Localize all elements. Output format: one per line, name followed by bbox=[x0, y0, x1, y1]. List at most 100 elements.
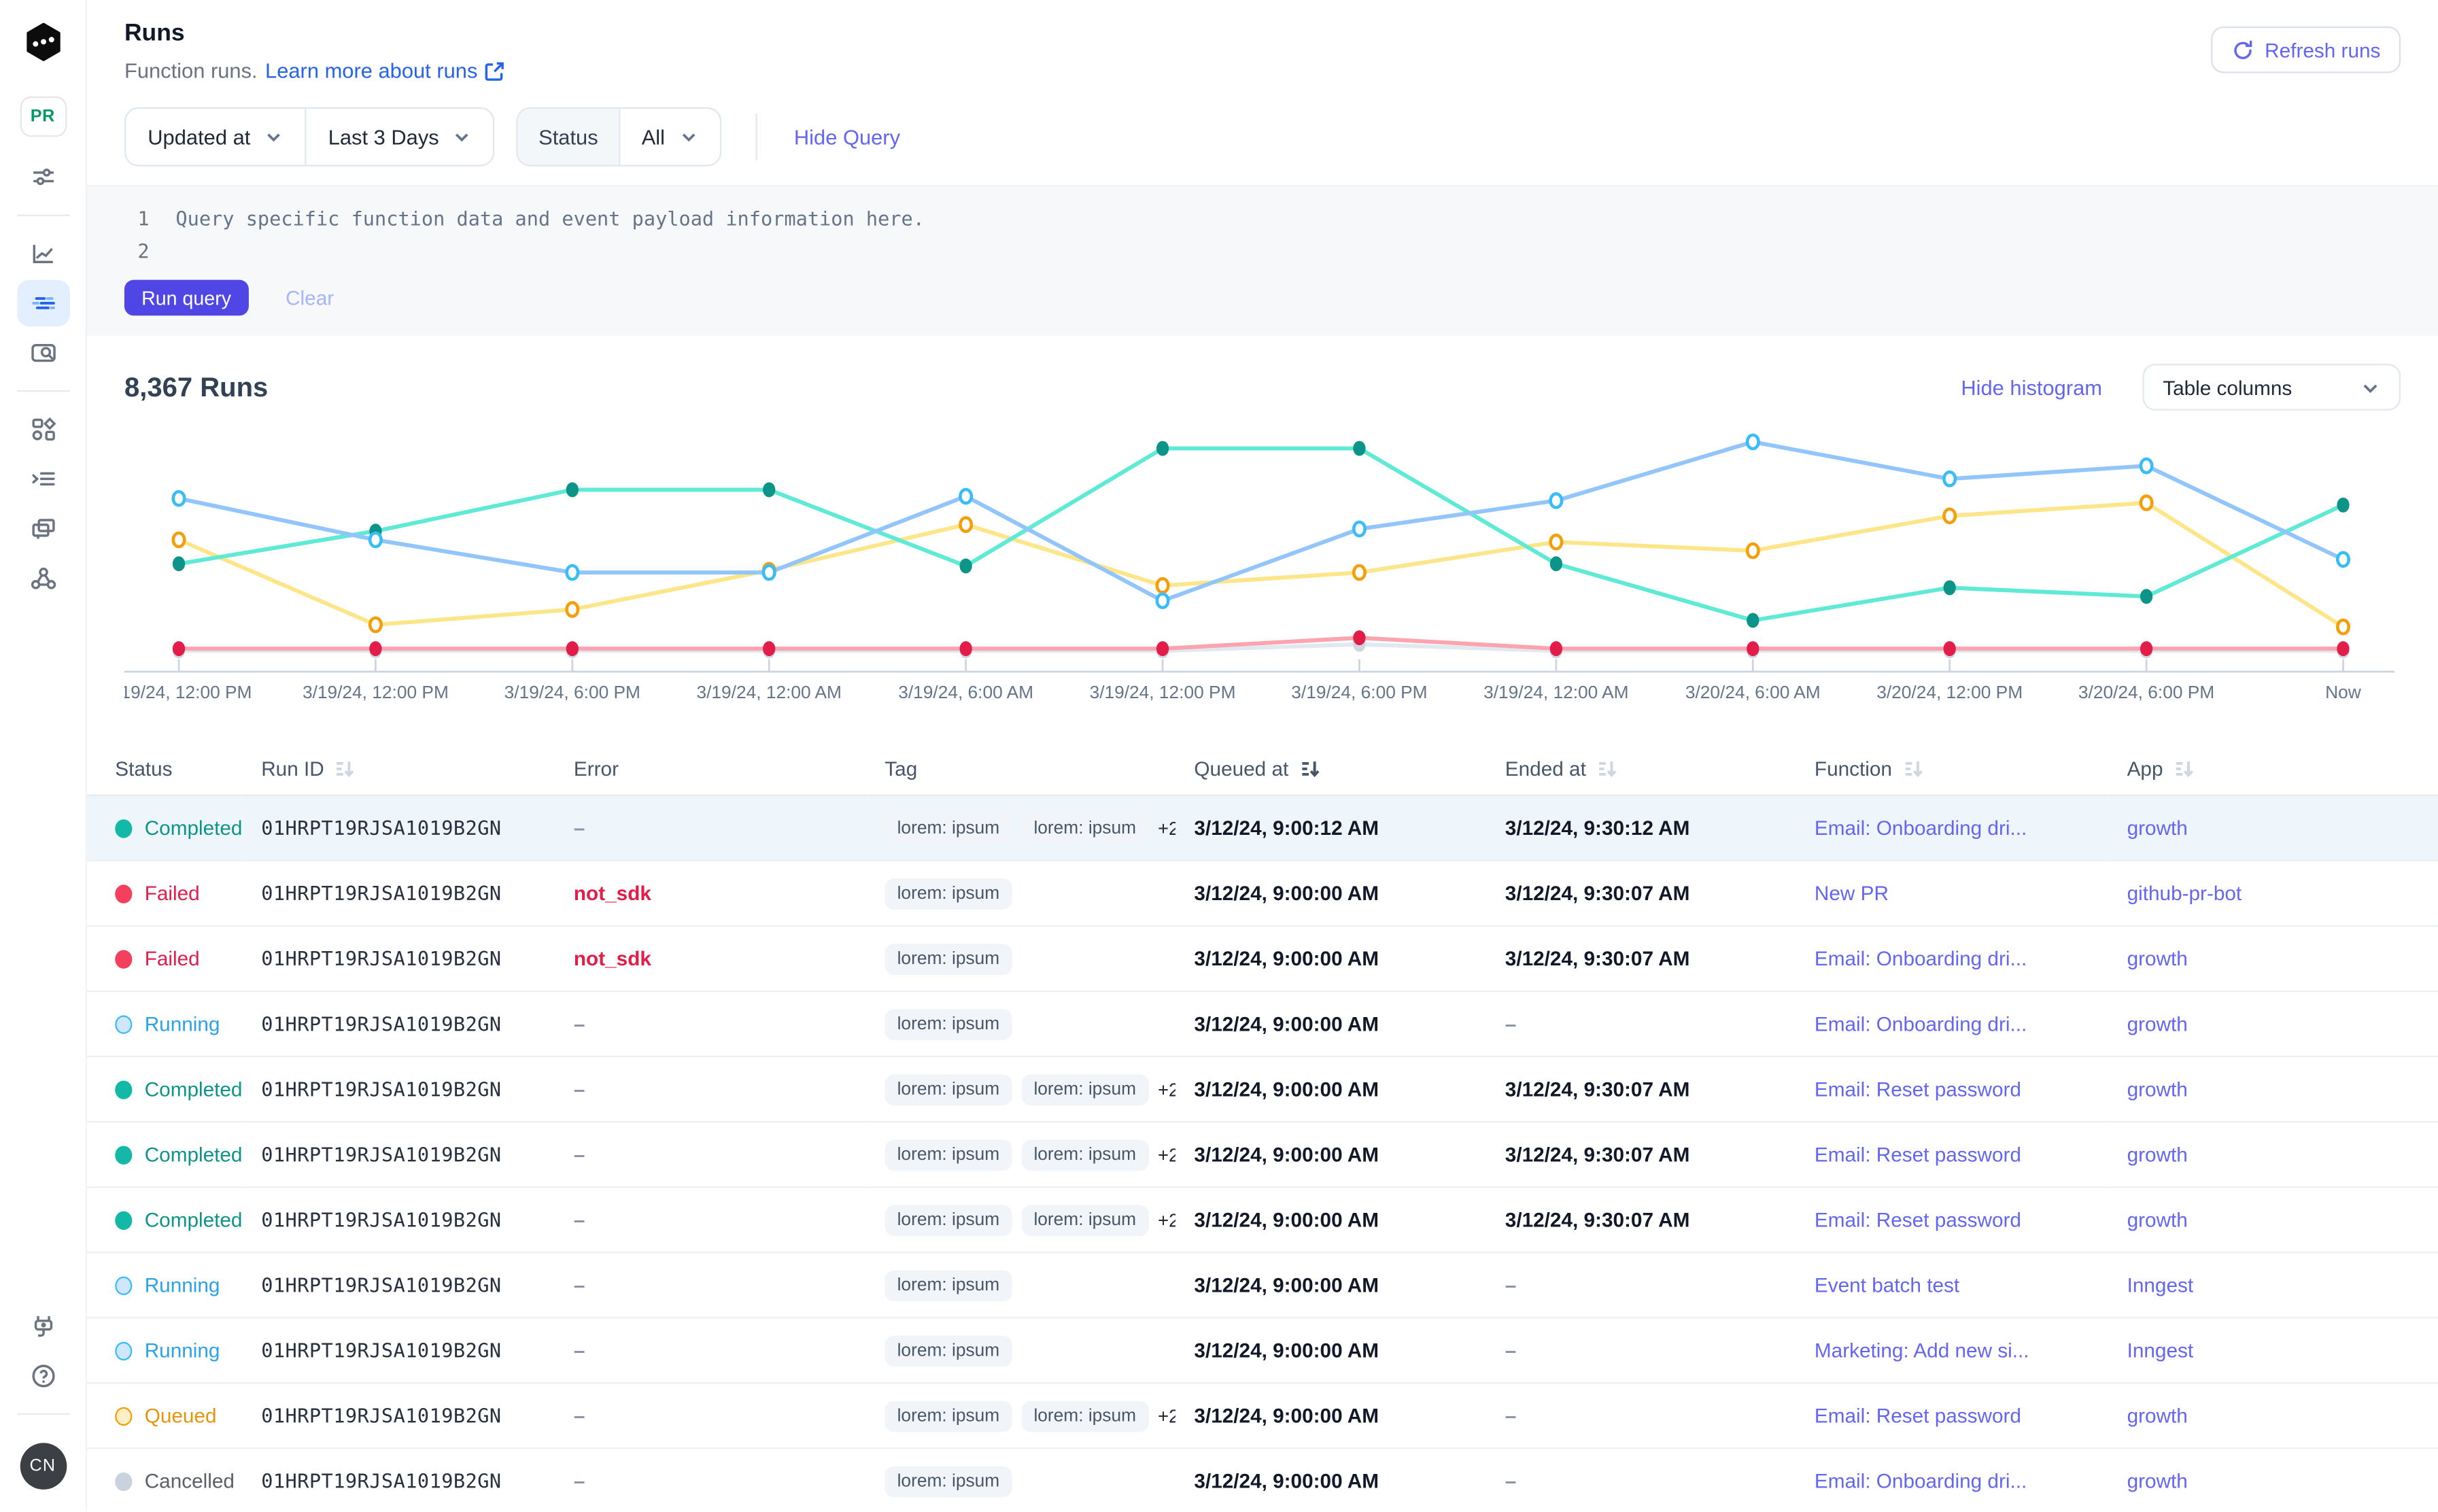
sidebar: PR CN bbox=[0, 0, 87, 1511]
app-link[interactable]: Inngest bbox=[2127, 1339, 2194, 1362]
function-link[interactable]: Email: Reset password bbox=[1815, 1208, 2021, 1231]
app-link[interactable]: growth bbox=[2127, 1404, 2188, 1427]
tags-more: +2 bbox=[1158, 1209, 1175, 1231]
metrics-icon[interactable] bbox=[16, 230, 69, 277]
function-link[interactable]: Event batch test bbox=[1815, 1273, 1959, 1296]
sort-icon[interactable] bbox=[333, 757, 356, 780]
user-avatar[interactable]: CN bbox=[20, 1443, 67, 1490]
app-link[interactable]: github-pr-bot bbox=[2127, 882, 2242, 905]
integrations-plug-icon[interactable] bbox=[16, 1303, 69, 1350]
table-row[interactable]: Completed01HRPT19RJSA1019B2GN–lorem: ips… bbox=[87, 1056, 2438, 1122]
refresh-runs-button[interactable]: Refresh runs bbox=[2210, 27, 2401, 73]
tag-pill: lorem: ipsum bbox=[1021, 1139, 1148, 1170]
apps-icon[interactable] bbox=[16, 406, 69, 453]
function-link[interactable]: Email: Onboarding dri... bbox=[1815, 1469, 2027, 1492]
inngest-logo[interactable] bbox=[20, 18, 67, 65]
query-editor[interactable]: 1 Query specific function data and event… bbox=[87, 185, 2438, 336]
webhooks-icon[interactable] bbox=[16, 555, 69, 602]
function-link[interactable]: Marketing: Add new si... bbox=[1815, 1339, 2029, 1362]
sort-icon[interactable] bbox=[2172, 757, 2195, 780]
chevron-down-icon bbox=[679, 128, 698, 146]
external-link-icon bbox=[484, 60, 506, 82]
status-filter-group: Status All bbox=[517, 107, 721, 167]
function-link[interactable]: Email: Onboarding dri... bbox=[1815, 947, 2027, 970]
table-row[interactable]: Running01HRPT19RJSA1019B2GN–lorem: ipsum… bbox=[87, 1318, 2438, 1383]
clear-query-button[interactable]: Clear bbox=[286, 286, 334, 309]
sort-icon[interactable] bbox=[1596, 757, 1619, 780]
app-link[interactable]: growth bbox=[2127, 1012, 2188, 1035]
table-row[interactable]: Completed01HRPT19RJSA1019B2GN–lorem: ips… bbox=[87, 795, 2438, 861]
status-indicator bbox=[115, 1341, 132, 1360]
filter-sliders-icon[interactable] bbox=[16, 154, 69, 201]
run-id: 01HRPT19RJSA1019B2GN bbox=[261, 1404, 501, 1427]
event-search-icon[interactable] bbox=[16, 330, 69, 377]
run-id: 01HRPT19RJSA1019B2GN bbox=[261, 1208, 501, 1231]
column-header-queued-at[interactable]: Queued at bbox=[1175, 757, 1486, 795]
table-row[interactable]: Failed01HRPT19RJSA1019B2GNnot_sdklorem: … bbox=[87, 926, 2438, 991]
function-link[interactable]: Email: Onboarding dri... bbox=[1815, 817, 2027, 840]
time-field-select[interactable]: Updated at bbox=[126, 109, 305, 165]
sort-icon[interactable] bbox=[1902, 757, 1925, 780]
app-link[interactable]: growth bbox=[2127, 947, 2188, 970]
function-link[interactable]: Email: Onboarding dri... bbox=[1815, 1012, 2027, 1035]
status-indicator bbox=[115, 1275, 132, 1294]
queued-at: 3/12/24, 9:00:12 AM bbox=[1194, 817, 1379, 840]
svg-text:3/19/24, 12:00 PM: 3/19/24, 12:00 PM bbox=[124, 682, 252, 702]
app-link[interactable]: growth bbox=[2127, 1078, 2188, 1101]
tags-cell: lorem: ipsum bbox=[885, 878, 1175, 909]
run-id: 01HRPT19RJSA1019B2GN bbox=[261, 882, 501, 905]
function-link[interactable]: Email: Reset password bbox=[1815, 1143, 2021, 1166]
error-value: – bbox=[574, 1208, 585, 1231]
runs-icon[interactable] bbox=[16, 280, 69, 327]
ended-at: 3/12/24, 9:30:12 AM bbox=[1505, 817, 1690, 840]
functions-icon[interactable] bbox=[16, 505, 69, 552]
svg-text:3/19/24, 6:00 PM: 3/19/24, 6:00 PM bbox=[1291, 682, 1427, 702]
app-link[interactable]: growth bbox=[2127, 1208, 2188, 1231]
table-row[interactable]: Completed01HRPT19RJSA1019B2GN–lorem: ips… bbox=[87, 1122, 2438, 1187]
table-row[interactable]: Running01HRPT19RJSA1019B2GN–lorem: ipsum… bbox=[87, 1252, 2438, 1318]
table-row[interactable]: Running01HRPT19RJSA1019B2GN–lorem: ipsum… bbox=[87, 991, 2438, 1056]
table-row[interactable]: Queued01HRPT19RJSA1019B2GN–lorem: ipsuml… bbox=[87, 1383, 2438, 1448]
ended-at: – bbox=[1505, 1339, 1517, 1362]
run-query-button[interactable]: Run query bbox=[124, 280, 248, 316]
table-row[interactable]: Completed01HRPT19RJSA1019B2GN–lorem: ips… bbox=[87, 1187, 2438, 1252]
app-link[interactable]: growth bbox=[2127, 817, 2188, 840]
status-indicator bbox=[115, 1472, 132, 1490]
table-row[interactable]: Cancelled01HRPT19RJSA1019B2GN–lorem: ips… bbox=[87, 1448, 2438, 1512]
tag-pill: lorem: ipsum bbox=[885, 1269, 1012, 1301]
table-columns-select[interactable]: Table columns bbox=[2142, 364, 2401, 411]
table-row[interactable]: Failed01HRPT19RJSA1019B2GNnot_sdklorem: … bbox=[87, 861, 2438, 926]
error-value: – bbox=[574, 1012, 585, 1035]
column-header-run-id[interactable]: Run ID bbox=[243, 757, 555, 795]
app-link[interactable]: growth bbox=[2127, 1143, 2188, 1166]
svg-text:3/19/24, 12:00 PM: 3/19/24, 12:00 PM bbox=[1090, 682, 1236, 702]
tags-cell: lorem: ipsumlorem: ipsum+2 bbox=[885, 812, 1175, 844]
events-icon[interactable] bbox=[16, 456, 69, 502]
app-link[interactable]: growth bbox=[2127, 1469, 2188, 1492]
time-range-select[interactable]: Last 3 Days bbox=[305, 109, 493, 165]
column-header-app[interactable]: App bbox=[2108, 757, 2438, 795]
environment-badge[interactable]: PR bbox=[20, 97, 67, 137]
ended-at: – bbox=[1505, 1273, 1517, 1296]
help-icon[interactable] bbox=[16, 1353, 69, 1400]
hide-histogram-link[interactable]: Hide histogram bbox=[1961, 375, 2102, 398]
column-header-function[interactable]: Function bbox=[1796, 757, 2108, 795]
status-filter-select[interactable]: All bbox=[620, 109, 719, 165]
chevron-down-icon bbox=[2360, 377, 2381, 398]
run-id: 01HRPT19RJSA1019B2GN bbox=[261, 947, 501, 970]
function-link[interactable]: New PR bbox=[1815, 882, 1889, 905]
app-link[interactable]: Inngest bbox=[2127, 1273, 2194, 1296]
tag-pill: lorem: ipsum bbox=[1021, 812, 1148, 844]
error-value: – bbox=[574, 1469, 585, 1492]
tag-pill: lorem: ipsum bbox=[885, 878, 1012, 909]
tags-more: +2 bbox=[1158, 1405, 1175, 1426]
function-link[interactable]: Email: Reset password bbox=[1815, 1078, 2021, 1101]
learn-more-link[interactable]: Learn more about runs bbox=[265, 59, 506, 82]
results-header: 8,367 Runs Hide histogram Table columns bbox=[87, 336, 2438, 411]
hide-query-link[interactable]: Hide Query bbox=[794, 125, 900, 148]
sort-icon[interactable] bbox=[1298, 757, 1321, 780]
function-link[interactable]: Email: Reset password bbox=[1815, 1404, 2021, 1427]
column-header-status: Status bbox=[87, 757, 243, 795]
column-header-ended-at[interactable]: Ended at bbox=[1486, 757, 1796, 795]
time-filter-group: Updated at Last 3 Days bbox=[124, 107, 495, 167]
